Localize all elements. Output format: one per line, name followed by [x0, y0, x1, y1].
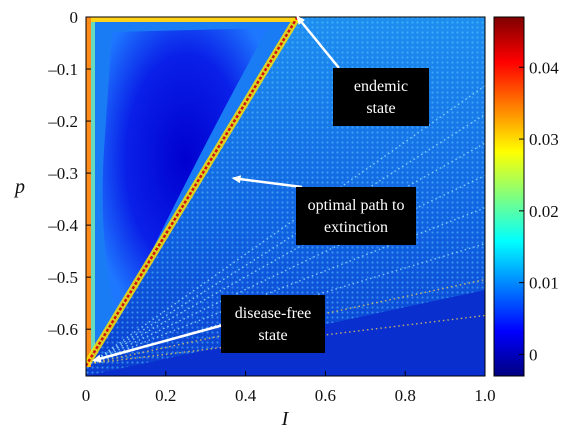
annotation-text: optimal path to: [308, 197, 405, 214]
left-region-core: [102, 28, 268, 320]
colorbar-tick-label: 0.04: [529, 58, 559, 77]
annotations: endemic state optimal path to extinction dis…: [92, 15, 429, 363]
colorbar-tick-label: 0.03: [529, 130, 559, 149]
annotation-0: endemic state: [296, 15, 429, 126]
x-axis-label: I: [281, 408, 290, 430]
annotation-arrow: [92, 322, 228, 363]
ridge-streak: [89, 174, 485, 365]
colorbar: [493, 16, 525, 377]
y-axis-label: p: [13, 176, 25, 198]
annotation-1: optimal path to extinction: [231, 175, 416, 245]
annotation-box: [333, 68, 429, 126]
y-tick-label: 0: [70, 8, 79, 27]
x-tick-label: 0: [82, 386, 91, 405]
colorbar-ticks: 0 0.01 0.02 0.03 0.04: [519, 58, 559, 364]
annotation-box: [296, 187, 416, 245]
x-tick-label: 0.4: [235, 386, 257, 405]
top-edge-hot: [86, 17, 298, 22]
annotation-text: disease-free: [235, 305, 311, 322]
annotation-box: [221, 295, 325, 353]
ridge-streak: [89, 207, 485, 365]
y-axis: 0 –0.1 –0.2 –0.3 –0.4 –0.5 –0.6: [47, 8, 91, 339]
ridge-streak: [89, 113, 485, 365]
y-tick-label: –0.4: [47, 216, 78, 235]
y-tick-label: –0.1: [47, 60, 78, 79]
annotation-arrow: [231, 175, 303, 189]
annotation-text: state: [258, 327, 287, 344]
annotation-text: extinction: [324, 219, 388, 236]
y-tick-label: –0.5: [47, 268, 78, 287]
y-tick-label: –0.3: [47, 164, 78, 183]
plot-frame: [85, 16, 486, 377]
x-tick-label: 0.8: [395, 386, 416, 405]
annotation-text: endemic: [354, 78, 408, 95]
left-edge-inner: [91, 22, 95, 352]
x-tick-label: 0.2: [155, 386, 176, 405]
colorbar-tick-label: 0.02: [529, 202, 559, 221]
annotation-arrow: [296, 15, 340, 69]
x-tick-label: 1.0: [474, 386, 495, 405]
annotation-text: state: [366, 100, 395, 117]
x-tick-label: 0.6: [315, 386, 336, 405]
y-tick-label: –0.2: [47, 112, 78, 131]
x-axis: 0 0.2 0.4 0.6 0.8 1.0: [82, 371, 496, 405]
left-edge-hot: [86, 17, 91, 367]
y-tick-label: –0.6: [47, 320, 78, 339]
colorbar-tick-label: 0: [529, 345, 538, 364]
optimal-path-line: [86, 17, 299, 367]
ridge-streak: [89, 142, 485, 365]
annotation-2: disease-free state: [92, 295, 325, 363]
colorbar-tick-label: 0.01: [529, 274, 559, 293]
